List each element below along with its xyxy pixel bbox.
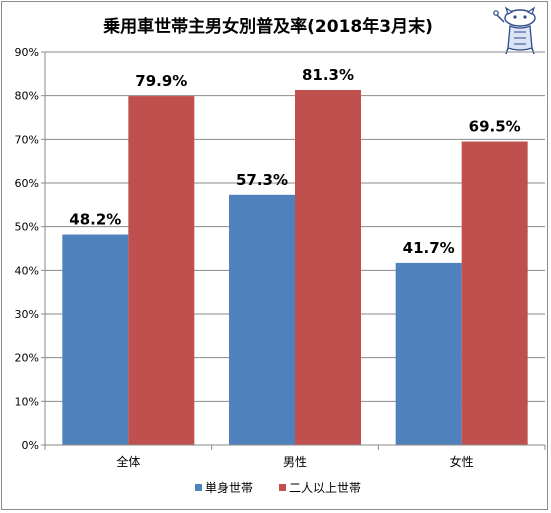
y-tick-label: 60% [15, 177, 39, 190]
x-axis-category-labels: 全体 男性 女性 [116, 454, 473, 469]
legend: 単身世帯 二人以上世帯 [195, 480, 361, 495]
y-tick-label: 40% [15, 264, 39, 277]
data-label: 48.2% [69, 211, 121, 229]
mascot-cat-icon [493, 6, 536, 55]
legend-swatch [279, 484, 287, 491]
y-tick-label: 0% [22, 439, 39, 452]
y-tick-label: 90% [15, 46, 39, 59]
chart-title: 乗用車世帯主男女別普及率(2018年3月末) [102, 16, 433, 37]
y-tick-label: 10% [15, 395, 39, 408]
bar-multi-2 [461, 141, 528, 445]
legend-swatch [195, 484, 202, 491]
y-tick-label: 20% [15, 352, 39, 365]
bar-single-2 [395, 262, 462, 445]
x-category-label: 女性 [450, 454, 474, 469]
x-category-label: 全体 [116, 454, 140, 469]
data-label: 69.5% [469, 118, 521, 136]
y-tick-label: 80% [15, 90, 39, 103]
legend-label: 二人以上世帯 [289, 481, 361, 495]
data-label: 41.7% [403, 239, 455, 257]
data-label: 57.3% [236, 171, 288, 189]
bars [62, 89, 528, 446]
legend-label: 単身世帯 [205, 480, 253, 495]
y-tick-label: 70% [15, 133, 39, 146]
bar-single-0 [62, 234, 129, 445]
data-label: 81.3% [302, 66, 354, 84]
bar-multi-1 [295, 89, 361, 446]
y-axis-tick-labels: 0% 10% 20% 30% 40% 50% 60% 70% 80% 90% [15, 46, 39, 452]
data-labels: 48.2% 79.9% 57.3% 81.3% 41.7% 69.5% [69, 66, 520, 257]
bar-multi-0 [128, 96, 195, 445]
y-tick-label: 50% [15, 221, 39, 234]
x-category-label: 男性 [283, 455, 307, 469]
bar-single-1 [229, 194, 295, 445]
data-label: 79.9% [135, 72, 187, 90]
axes [44, 52, 546, 450]
y-tick-label: 30% [15, 308, 39, 321]
